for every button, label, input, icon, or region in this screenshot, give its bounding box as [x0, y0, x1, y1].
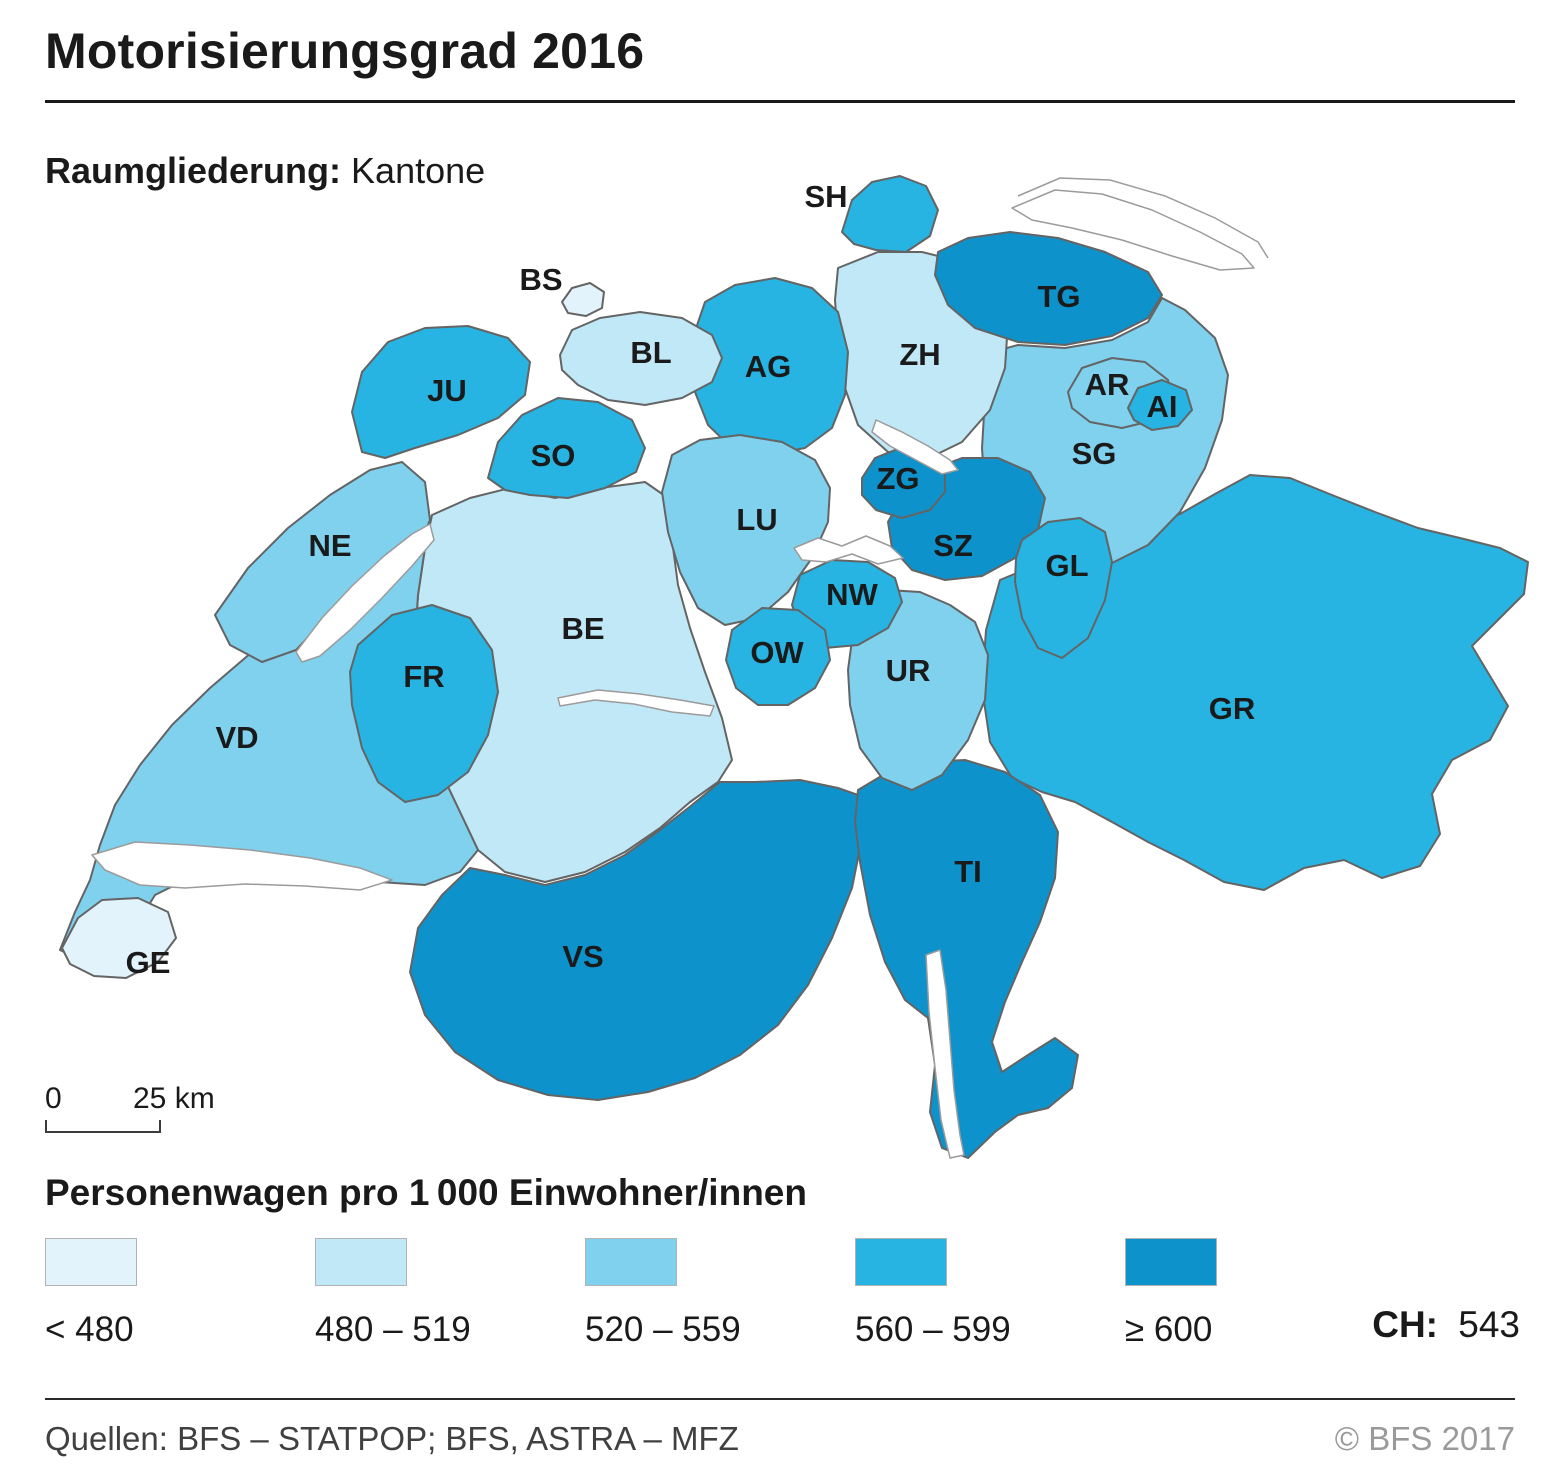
canton-label-ar: AR — [1085, 367, 1130, 402]
legend-title: Personenwagen pro 1 000 Einwohner/innen — [45, 1172, 807, 1213]
lake-zurich — [871, 419, 959, 475]
legend-swatch-1 — [315, 1238, 407, 1286]
canton-label-vd: VD — [215, 720, 258, 755]
legend-item-1: 480 – 519 — [315, 1238, 585, 1350]
subtitle: Raumgliederung: Kantone — [45, 150, 485, 192]
canton-label-ne: NE — [308, 528, 351, 563]
canton-label-bs: BS — [519, 262, 562, 297]
legend-swatch-row: < 480 480 – 519 520 – 559 560 – 599 ≥ 600 — [45, 1238, 1395, 1350]
legend-swatch-2 — [585, 1238, 677, 1286]
canton-ju — [351, 325, 531, 459]
ch-average: CH: 543 — [1372, 1304, 1520, 1346]
canton-label-zg: ZG — [876, 461, 919, 496]
scale-max-label: 25 km — [133, 1082, 215, 1115]
canton-label-bl: BL — [630, 335, 671, 370]
canton-ag — [687, 277, 849, 456]
legend-swatch-4 — [1125, 1238, 1217, 1286]
canton-vs — [409, 779, 863, 1101]
legend-swatch-3 — [855, 1238, 947, 1286]
canton-fr — [349, 604, 499, 803]
canton-label-so: SO — [531, 438, 576, 473]
canton-label-sg: SG — [1072, 436, 1117, 471]
canton-label-vs: VS — [562, 939, 603, 974]
canton-ge — [61, 897, 177, 979]
canton-label-sh: SH — [804, 179, 847, 214]
canton-so — [487, 397, 646, 499]
footer-sources: Quellen: BFS – STATPOP; BFS, ASTRA – MFZ — [45, 1420, 739, 1457]
canton-label-ge: GE — [126, 945, 171, 980]
scale-zero-label: 0 — [45, 1082, 62, 1115]
lake-constance — [1011, 189, 1255, 271]
legend-class-label-3: 560 – 599 — [855, 1310, 1011, 1349]
canton-bs — [561, 282, 605, 317]
switzerland-choropleth-map: ZH BE LU UR SZ OW NW GL ZG FR SO BS BL SH AR AI SG GR AG TG… — [59, 175, 1529, 1159]
footer-divider — [45, 1398, 1515, 1400]
legend-class-label-0: < 480 — [45, 1310, 134, 1349]
legend-class-label-2: 520 – 559 — [585, 1310, 741, 1349]
subtitle-value: Kantone — [351, 150, 486, 191]
canton-ti — [854, 759, 1079, 1159]
legend-class-label-4: ≥ 600 — [1125, 1310, 1213, 1349]
canton-label-be: BE — [561, 611, 604, 646]
canton-zg — [861, 447, 946, 519]
legend-item-4: ≥ 600 — [1125, 1238, 1395, 1350]
title-divider — [45, 100, 1515, 103]
canton-label-ti: TI — [954, 854, 982, 889]
subtitle-label: Raumgliederung: — [45, 150, 342, 191]
legend-item-3: 560 – 599 — [855, 1238, 1125, 1350]
lake-neuchatel — [295, 523, 435, 663]
footer: Quellen: BFS – STATPOP; BFS, ASTRA – MFZ… — [45, 1420, 1515, 1458]
canton-label-gl: GL — [1045, 548, 1088, 583]
canton-label-lu: LU — [736, 502, 777, 537]
page-title: Motorisierungsgrad 2016 — [45, 23, 645, 79]
legend-item-2: 520 – 559 — [585, 1238, 855, 1350]
canton-label-tg: TG — [1037, 279, 1080, 314]
legend-swatch-0 — [45, 1238, 137, 1286]
footer-copyright: © BFS 2017 — [1334, 1420, 1515, 1457]
scale-line — [45, 1120, 161, 1133]
lake-thun-brienz — [557, 689, 715, 717]
canton-gr — [981, 474, 1529, 891]
canton-ow — [725, 607, 831, 706]
canton-sh — [841, 175, 939, 253]
lake-lucerne — [793, 535, 904, 565]
canton-label-sz: SZ — [933, 528, 973, 563]
canton-label-zh: ZH — [899, 337, 940, 372]
canton-tg — [934, 231, 1163, 346]
canton-label-nw: NW — [826, 577, 878, 612]
canton-gl — [1014, 517, 1113, 659]
foreign-shore-outline — [1017, 177, 1269, 259]
canton-ai — [1127, 379, 1193, 431]
canton-ur — [847, 589, 989, 791]
canton-label-ur: UR — [886, 653, 931, 688]
canton-bl — [559, 311, 723, 406]
legend-class-label-1: 480 – 519 — [315, 1310, 471, 1349]
lago-maggiore — [925, 949, 965, 1159]
lake-geneva — [91, 841, 393, 891]
canton-label-ag: AG — [745, 349, 792, 384]
ch-average-label: CH: — [1372, 1304, 1438, 1345]
scale-bar: 0 25 km — [45, 1082, 285, 1133]
canton-label-fr: FR — [403, 659, 444, 694]
canton-label-gr: GR — [1209, 691, 1256, 726]
canton-label-ju: JU — [427, 373, 467, 408]
canton-label-ow: OW — [750, 635, 804, 670]
canton-label-ai: AI — [1147, 389, 1178, 424]
legend-item-0: < 480 — [45, 1238, 315, 1350]
ch-average-value: 543 — [1458, 1304, 1520, 1345]
